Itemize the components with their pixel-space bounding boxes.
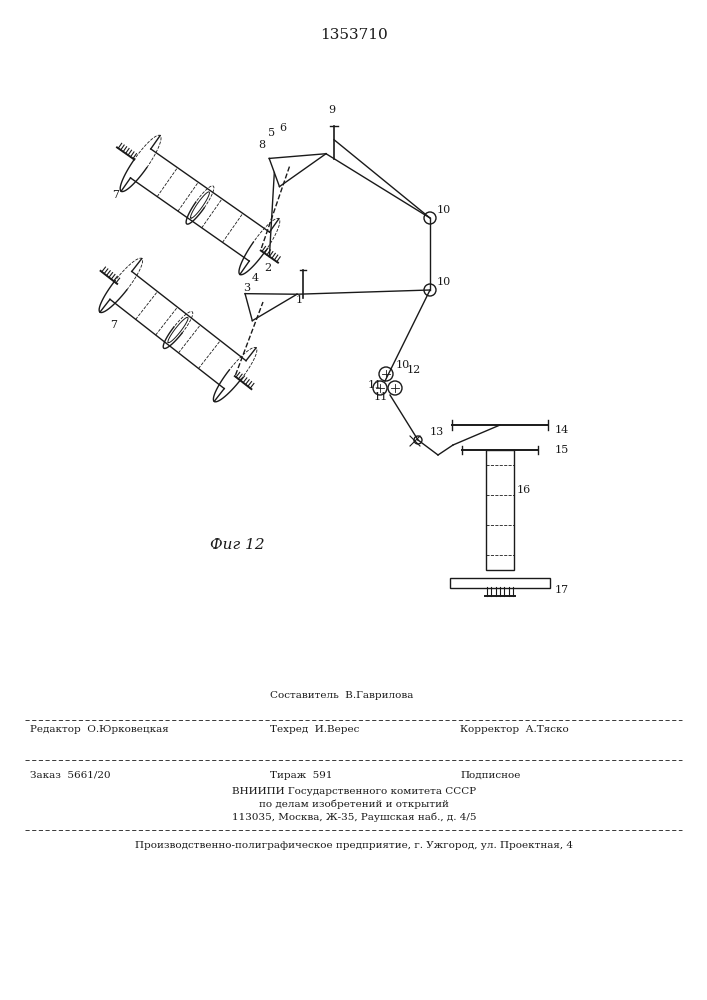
Text: 10: 10 <box>437 205 451 215</box>
Text: 3: 3 <box>243 283 250 293</box>
Text: 7: 7 <box>112 190 119 200</box>
Text: 13: 13 <box>430 427 444 437</box>
Text: 5: 5 <box>268 128 275 138</box>
Text: 16: 16 <box>517 485 531 495</box>
Text: Производственно-полиграфическое предприятие, г. Ужгород, ул. Проектная, 4: Производственно-полиграфическое предприя… <box>135 840 573 850</box>
Text: Тираж  591: Тираж 591 <box>270 770 332 780</box>
Text: 14: 14 <box>555 425 569 435</box>
Text: Фиг 12: Фиг 12 <box>210 538 264 552</box>
Text: 11: 11 <box>368 380 382 390</box>
Text: 6: 6 <box>279 123 286 133</box>
Text: Заказ  5661/20: Заказ 5661/20 <box>30 770 110 780</box>
Text: ВНИИПИ Государственного комитета СССР: ВНИИПИ Государственного комитета СССР <box>232 786 476 796</box>
Text: 11: 11 <box>374 392 388 402</box>
Text: 8: 8 <box>258 140 265 150</box>
Bar <box>486 450 514 570</box>
Text: Техред  И.Верес: Техред И.Верес <box>270 726 359 734</box>
Text: 2: 2 <box>264 263 271 273</box>
Text: 12: 12 <box>407 365 421 375</box>
Text: 7: 7 <box>110 320 117 330</box>
Text: 9: 9 <box>328 105 335 115</box>
Bar <box>450 578 550 588</box>
Text: 1: 1 <box>296 295 303 305</box>
Text: Составитель  В.Гаврилова: Составитель В.Гаврилова <box>270 690 414 700</box>
Text: Корректор  А.Тяско: Корректор А.Тяско <box>460 726 568 734</box>
Text: Редактор  О.Юрковецкая: Редактор О.Юрковецкая <box>30 726 169 734</box>
Text: 10: 10 <box>437 277 451 287</box>
Text: Подписное: Подписное <box>460 770 520 780</box>
Text: 17: 17 <box>555 585 569 595</box>
Text: 4: 4 <box>252 273 259 283</box>
Text: 1353710: 1353710 <box>320 28 388 42</box>
Text: 10: 10 <box>396 360 410 370</box>
Text: 113035, Москва, Ж-35, Раушская наб., д. 4/5: 113035, Москва, Ж-35, Раушская наб., д. … <box>232 812 477 822</box>
Text: 15: 15 <box>555 445 569 455</box>
Text: по делам изобретений и открытий: по делам изобретений и открытий <box>259 799 449 809</box>
